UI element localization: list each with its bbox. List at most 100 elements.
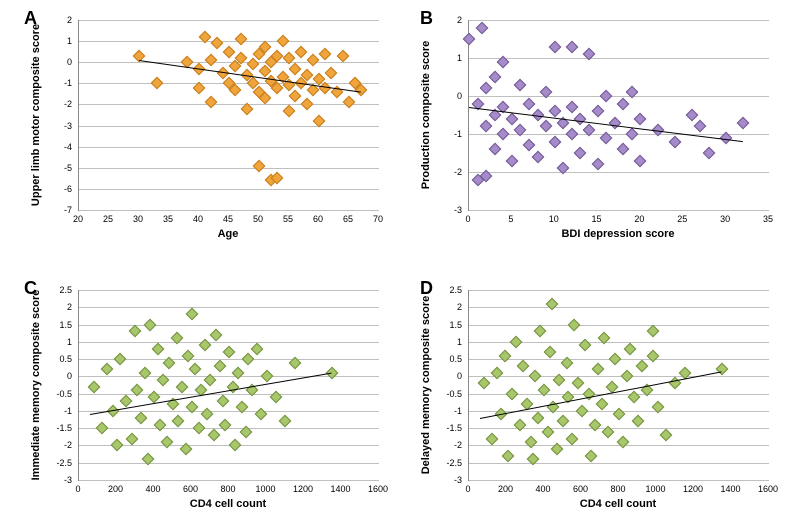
data-point bbox=[574, 147, 587, 160]
data-point bbox=[110, 439, 123, 452]
gridline bbox=[469, 58, 769, 59]
ytick-label: 1 bbox=[438, 53, 462, 63]
data-point bbox=[283, 104, 296, 117]
gridline bbox=[79, 189, 379, 190]
data-point bbox=[574, 112, 587, 125]
data-point bbox=[505, 154, 518, 167]
xtick-label: 30 bbox=[720, 214, 730, 224]
data-point bbox=[180, 443, 193, 456]
ytick-label: -0.5 bbox=[438, 389, 462, 399]
data-point bbox=[319, 47, 332, 60]
ytick-label: -2.5 bbox=[48, 458, 72, 468]
xtick-label: 25 bbox=[677, 214, 687, 224]
gridline bbox=[79, 62, 379, 63]
data-point bbox=[548, 40, 561, 53]
ytick-label: -4 bbox=[48, 142, 72, 152]
data-point bbox=[617, 97, 630, 110]
ytick-label: 2 bbox=[48, 302, 72, 312]
xtick-label: 1400 bbox=[720, 484, 740, 494]
ytick-label: 2 bbox=[48, 15, 72, 25]
ytick-label: -1 bbox=[48, 78, 72, 88]
data-point bbox=[295, 45, 308, 58]
data-point bbox=[541, 425, 554, 438]
data-point bbox=[185, 401, 198, 414]
xtick-label: 65 bbox=[343, 214, 353, 224]
xtick-label: 20 bbox=[73, 214, 83, 224]
ytick-label: -2.5 bbox=[438, 458, 462, 468]
gridline bbox=[79, 168, 379, 169]
data-point bbox=[208, 429, 221, 442]
xtick-label: 55 bbox=[283, 214, 293, 224]
data-point bbox=[634, 112, 647, 125]
data-point bbox=[568, 318, 581, 331]
gridline bbox=[469, 290, 769, 291]
data-point bbox=[600, 90, 613, 103]
data-point bbox=[716, 363, 729, 376]
data-point bbox=[505, 112, 518, 125]
data-point bbox=[488, 143, 501, 156]
data-point bbox=[617, 143, 630, 156]
data-point bbox=[95, 422, 108, 435]
data-point bbox=[596, 398, 609, 411]
gridline bbox=[79, 147, 379, 148]
data-point bbox=[161, 436, 174, 449]
data-point bbox=[660, 429, 673, 442]
data-point bbox=[260, 370, 273, 383]
data-point bbox=[543, 346, 556, 359]
data-point bbox=[620, 370, 633, 383]
data-point bbox=[255, 408, 268, 421]
data-point bbox=[513, 418, 526, 431]
data-point bbox=[591, 158, 604, 171]
plot-area bbox=[468, 20, 769, 211]
data-point bbox=[625, 128, 638, 141]
data-point bbox=[198, 339, 211, 352]
ytick-label: -2 bbox=[48, 99, 72, 109]
data-point bbox=[646, 349, 659, 362]
xtick-label: 0 bbox=[75, 484, 80, 494]
data-point bbox=[223, 45, 236, 58]
xtick-label: 30 bbox=[133, 214, 143, 224]
data-point bbox=[213, 360, 226, 373]
data-point bbox=[551, 443, 564, 456]
ytick-label: 2.5 bbox=[438, 285, 462, 295]
data-point bbox=[491, 367, 504, 380]
data-point bbox=[138, 367, 151, 380]
data-point bbox=[565, 128, 578, 141]
figure-root: A-7-6-5-4-3-2-10122025303540455055606570… bbox=[0, 0, 800, 528]
data-point bbox=[488, 71, 501, 84]
data-point bbox=[151, 342, 164, 355]
data-point bbox=[193, 422, 206, 435]
data-point bbox=[211, 37, 224, 50]
gridline bbox=[79, 210, 379, 211]
xtick-label: 20 bbox=[634, 214, 644, 224]
ytick-label: 0 bbox=[48, 57, 72, 67]
data-point bbox=[588, 418, 601, 431]
gridline bbox=[469, 445, 769, 446]
data-point bbox=[556, 415, 569, 428]
gridline bbox=[469, 480, 769, 481]
ytick-label: -1 bbox=[438, 129, 462, 139]
data-point bbox=[624, 342, 637, 355]
data-point bbox=[579, 339, 592, 352]
data-point bbox=[189, 363, 202, 376]
ylabel: Upper limb motor composite score bbox=[30, 24, 42, 206]
ytick-label: 0.5 bbox=[48, 354, 72, 364]
ytick-label: -2 bbox=[438, 167, 462, 177]
data-point bbox=[703, 147, 716, 160]
ytick-label: -2 bbox=[438, 440, 462, 450]
xtick-label: 600 bbox=[183, 484, 198, 494]
data-point bbox=[101, 363, 114, 376]
data-point bbox=[120, 394, 133, 407]
data-point bbox=[532, 411, 545, 424]
xtick-label: 1600 bbox=[368, 484, 388, 494]
data-point bbox=[205, 96, 218, 109]
data-point bbox=[540, 120, 553, 133]
data-point bbox=[497, 128, 510, 141]
data-point bbox=[307, 54, 320, 67]
ytick-label: -5 bbox=[48, 163, 72, 173]
data-point bbox=[538, 384, 551, 397]
gridline bbox=[79, 342, 379, 343]
ytick-label: -3 bbox=[438, 205, 462, 215]
data-point bbox=[517, 360, 530, 373]
data-point bbox=[251, 342, 264, 355]
